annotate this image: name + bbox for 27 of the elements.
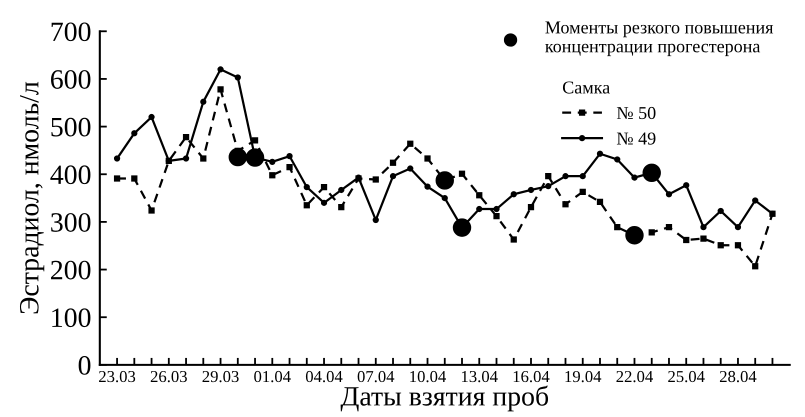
legend-label: № 49 (616, 132, 656, 145)
legend-title: Самка (562, 81, 610, 94)
y-axis-title: Эстрадиол, нмоль/л (20, 82, 44, 314)
x-tick-label: 29.03 (202, 370, 239, 382)
y-tick-label: 200 (51, 260, 90, 280)
x-tick-label: 13.04 (462, 370, 498, 382)
x-tick-label: 25.04 (668, 370, 705, 382)
x-tick-label: 22.04 (616, 370, 653, 382)
y-tick-label: 700 (52, 22, 90, 42)
legend-label: № 50 (616, 106, 656, 120)
x-tick-label: 28.04 (720, 370, 756, 382)
y-tick-label: 500 (51, 118, 90, 136)
x-tick-label: 23.03 (99, 370, 136, 382)
x-tick-label: 26.03 (150, 370, 187, 382)
y-tick-label: 300 (51, 213, 90, 232)
x-axis-title: Даты взятия проб (340, 386, 548, 412)
y-tick-label: 400 (50, 165, 90, 184)
x-tick-label: 01.04 (254, 370, 291, 382)
x-tick-label: 16.04 (514, 370, 550, 382)
x-tick-label: 07.04 (358, 370, 394, 382)
x-tick-label: 10.04 (410, 370, 446, 382)
y-tick-label: 0 (78, 356, 90, 375)
y-tick-label: 100 (52, 308, 90, 328)
x-tick-label: 04.04 (306, 370, 343, 382)
legend-label: Моменты резкого повышения концентрации прогестерона (545, 22, 774, 56)
y-tick-label: 600 (51, 70, 90, 89)
x-tick-label: 19.04 (565, 370, 602, 382)
